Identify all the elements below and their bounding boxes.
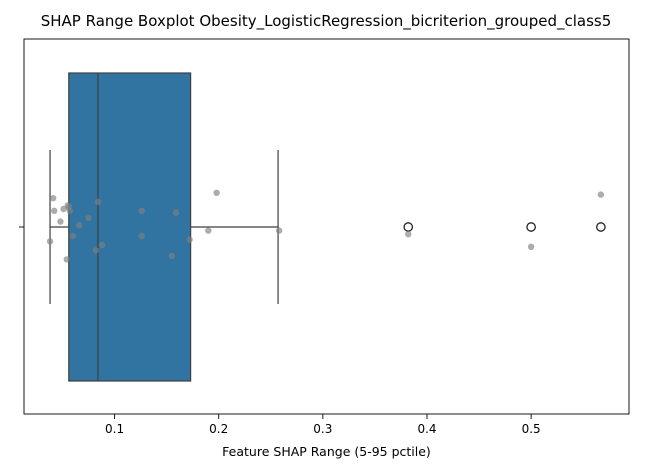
strip-point	[138, 232, 145, 240]
outlier-marker	[526, 222, 536, 232]
x-tick-label: 0.4	[417, 422, 436, 436]
strip-point	[57, 218, 64, 225]
plot-area	[46, 72, 606, 382]
strip-point	[92, 247, 100, 254]
strip-point	[50, 207, 58, 214]
strip-point	[527, 243, 535, 250]
strip-point	[46, 238, 54, 245]
strip-point	[172, 209, 180, 216]
chart-title: SHAP Range Boxplot Obesity_LogisticRegre…	[41, 12, 612, 31]
plot-frame	[23, 38, 630, 415]
x-axis-label: Feature SHAP Range (5-95 pctile)	[222, 444, 431, 459]
x-tick-label: 0.3	[313, 422, 332, 436]
strip-point	[85, 214, 92, 222]
strip-point	[94, 198, 102, 205]
x-tick-label: 0.1	[105, 422, 124, 436]
outlier-marker	[596, 222, 606, 232]
x-axis: 0.1 0.2 0.3 0.4 0.5	[19, 226, 541, 436]
strip-point	[69, 232, 77, 240]
strip-point	[60, 205, 67, 213]
strip-point	[138, 207, 145, 214]
strip-point	[49, 195, 57, 202]
strip-point	[98, 241, 106, 249]
strip-point	[205, 227, 212, 234]
strip-point	[66, 207, 74, 214]
strip-point	[75, 222, 83, 229]
strip-point	[597, 191, 605, 198]
strip-point	[63, 256, 70, 263]
strip-point	[275, 227, 283, 234]
x-tick-label: 0.2	[209, 422, 228, 436]
outlier-marker	[403, 222, 414, 232]
strip-point	[168, 252, 176, 259]
iqr-box	[68, 72, 192, 382]
strip-point	[213, 189, 220, 196]
x-tick-label: 0.5	[522, 422, 541, 436]
strip-point	[405, 231, 412, 238]
strip-point	[186, 236, 193, 243]
